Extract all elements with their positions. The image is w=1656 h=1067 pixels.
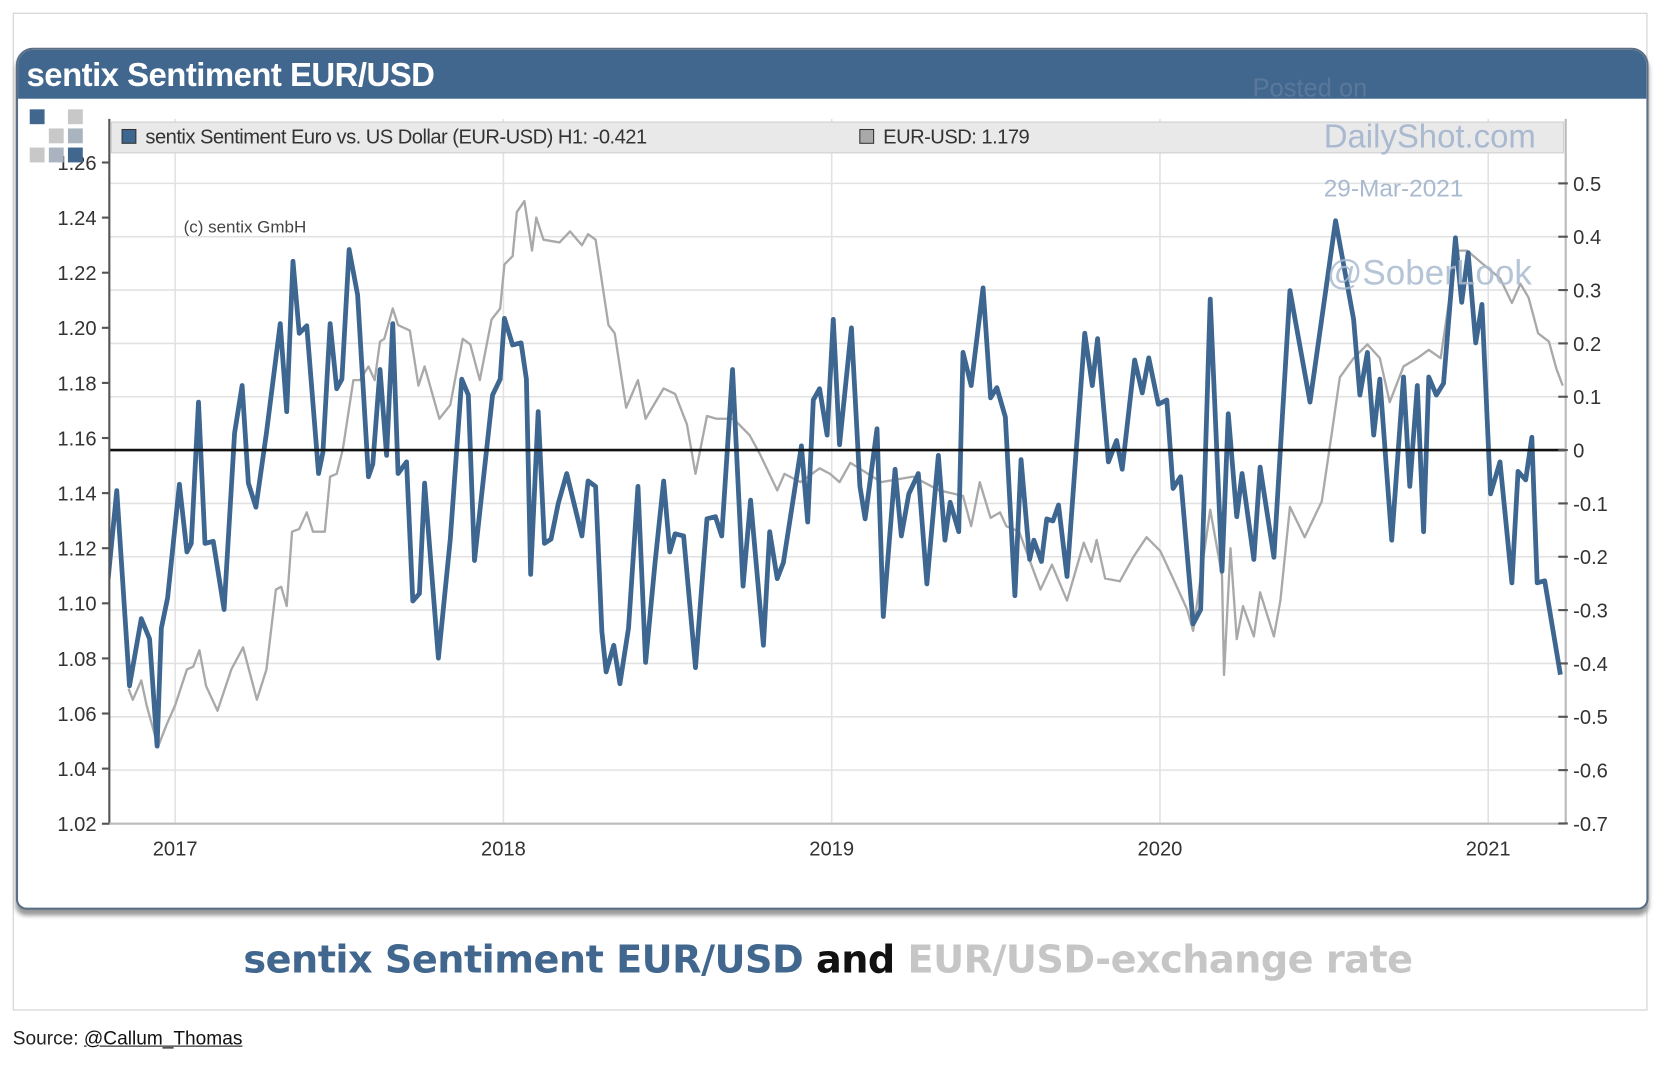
- legend-swatch-sentiment: [121, 128, 137, 144]
- left-tick-label: 1.12: [57, 539, 96, 561]
- logo-square: [67, 128, 83, 144]
- sentiment-line: [109, 218, 1563, 749]
- left-tick-label: 1.18: [57, 373, 96, 395]
- left-tick-label: 1.24: [57, 208, 96, 230]
- right-tick-label: 0.5: [1573, 174, 1601, 196]
- logo-square: [48, 128, 64, 144]
- panel-title: sentix Sentiment EUR/USD: [26, 56, 435, 94]
- x-tick-label: 2019: [809, 839, 854, 861]
- right-tick-label: -0.4: [1573, 654, 1608, 676]
- caption-and: and: [803, 938, 908, 982]
- source-line: Source: @Callum_Thomas: [13, 1028, 243, 1050]
- left-tick-label: 1.22: [57, 263, 96, 285]
- logo-square: [67, 109, 83, 125]
- left-tick-label: 1.04: [57, 759, 96, 781]
- x-tick-label: 2017: [153, 839, 198, 861]
- left-tick-label: 1.14: [57, 484, 96, 506]
- left-tick-label: 1.02: [57, 814, 96, 836]
- legend-label-eurusd: EUR-USD: 1.179: [883, 126, 1029, 148]
- left-tick-label: 1.10: [57, 594, 96, 616]
- copyright-annotation: (c) sentix GmbH: [184, 217, 307, 236]
- series-group: [109, 199, 1564, 749]
- right-tick-label: 0: [1573, 441, 1584, 463]
- right-tick-label: -0.7: [1573, 814, 1608, 836]
- source-label: Source:: [12, 1027, 84, 1049]
- x-tick-label: 2018: [481, 839, 526, 861]
- right-tick-label: -0.6: [1573, 761, 1608, 783]
- left-tick-label: 1.26: [57, 153, 96, 175]
- eurusd-line: [127, 199, 1564, 748]
- legend-label-sentiment: sentix Sentiment Euro vs. US Dollar (EUR…: [145, 126, 647, 148]
- caption-sentiment: sentix Sentiment EUR/USD: [243, 938, 804, 982]
- chart-caption: sentix Sentiment EUR/USD and EUR/USD-exc…: [0, 938, 1656, 982]
- left-tick-label: 1.16: [57, 428, 96, 450]
- right-tick-label: -0.3: [1573, 601, 1608, 623]
- watermark-posted-on: Posted on: [1252, 74, 1368, 103]
- logo-square: [29, 109, 45, 125]
- right-tick-label: -0.5: [1573, 707, 1608, 729]
- left-tick-label: 1.06: [57, 704, 96, 726]
- caption-exchange-rate: EUR/USD-exchange rate: [907, 938, 1413, 982]
- source-link[interactable]: @Callum_Thomas: [83, 1027, 243, 1049]
- watermark-site: DailyShot.com: [1323, 117, 1536, 155]
- right-tick-label: 0.3: [1573, 280, 1601, 302]
- left-tick-label: 1.08: [57, 649, 96, 671]
- watermark-handle: @SoberLook: [1326, 252, 1532, 292]
- legend-box: [110, 121, 1565, 154]
- plot-area: [109, 118, 1566, 824]
- logo-square: [67, 147, 83, 163]
- x-tick-label: 2021: [1466, 839, 1511, 861]
- right-tick-label: -0.2: [1573, 547, 1608, 569]
- right-tick-label: 0.4: [1573, 227, 1601, 249]
- right-tick-label: 0.2: [1573, 334, 1601, 356]
- watermark-date: 29-Mar-2021: [1323, 174, 1464, 202]
- right-tick-label: 0.1: [1573, 387, 1601, 409]
- left-tick-label: 1.20: [57, 318, 96, 340]
- logo-square: [48, 147, 64, 163]
- panel-title-bar: sentix Sentiment EUR/USD: [18, 49, 1647, 99]
- right-tick-label: -0.1: [1573, 494, 1608, 516]
- legend-swatch-eurusd: [859, 128, 875, 144]
- x-tick-label: 2020: [1138, 839, 1183, 861]
- logo-square: [29, 147, 45, 163]
